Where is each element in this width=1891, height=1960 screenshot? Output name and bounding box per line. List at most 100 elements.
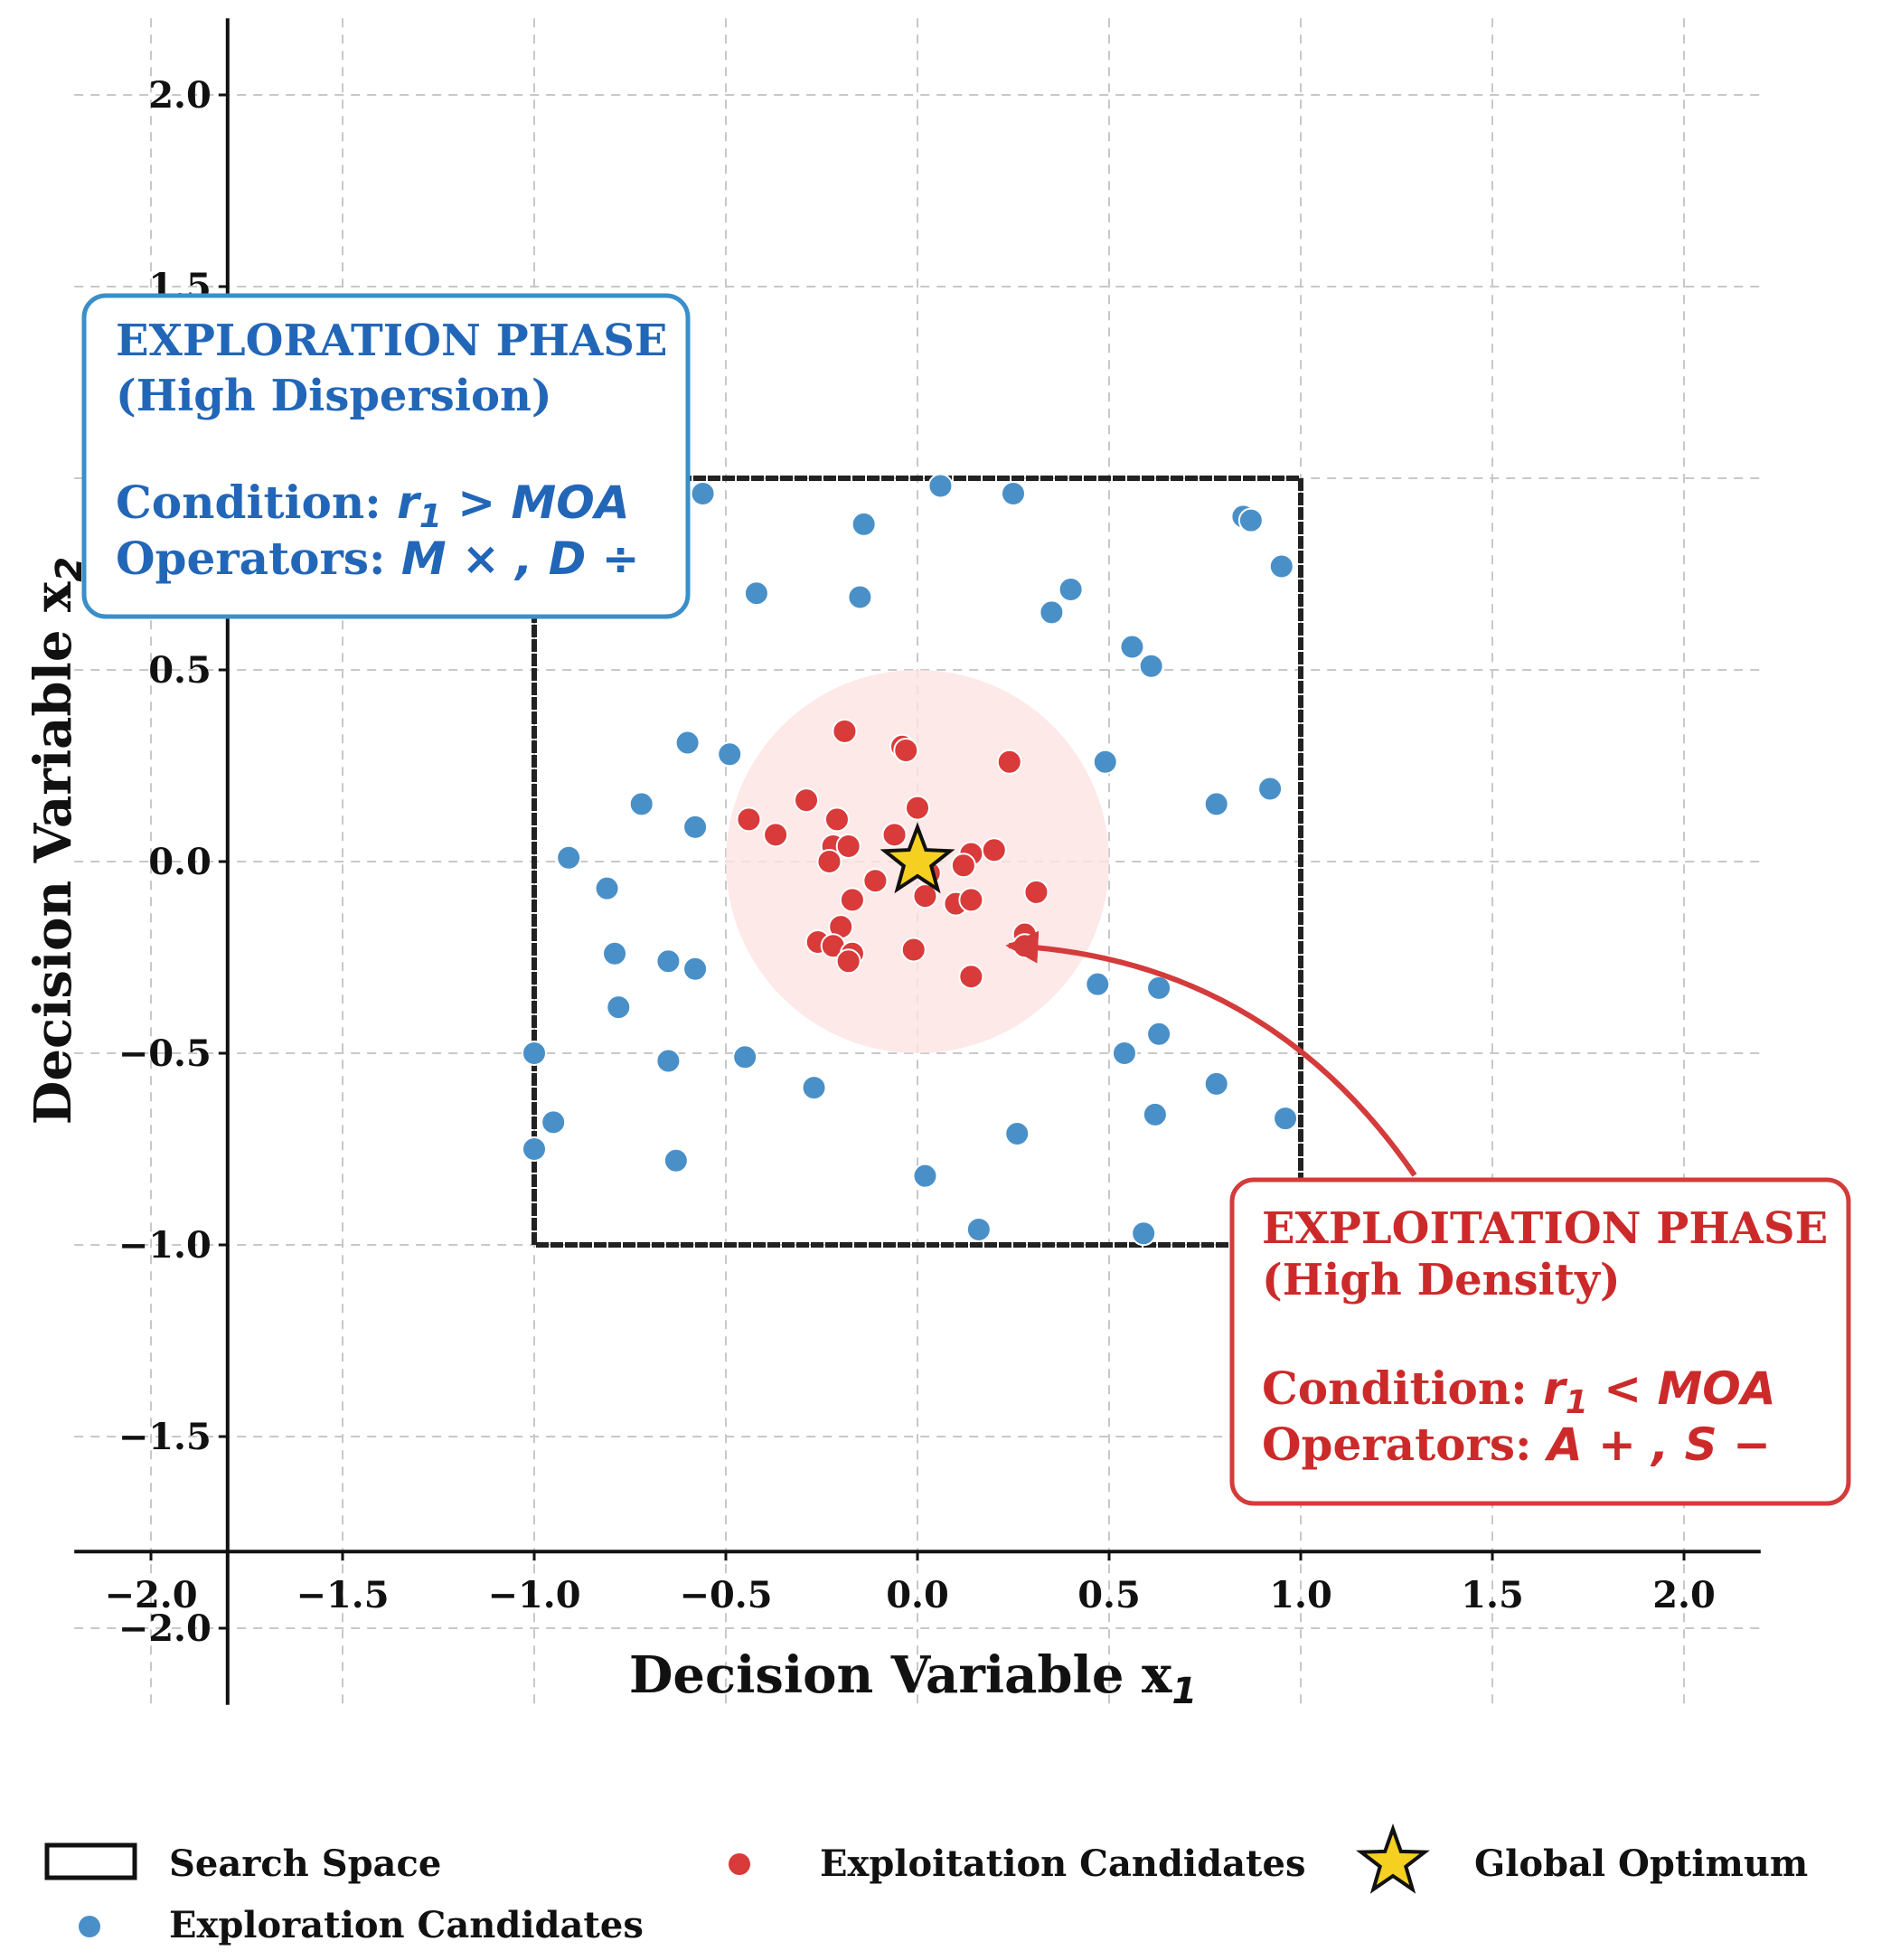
exploitation-arrow [1005, 930, 1417, 1177]
exploitation-point [900, 937, 927, 963]
legend-search-space-label: Search Space [169, 1842, 441, 1885]
exploration-point [1058, 576, 1084, 602]
exploitation-title: EXPLOITATION PHASE [1262, 1203, 1828, 1254]
exploration-point [655, 1048, 682, 1074]
exploration-title: EXPLORATION PHASE [116, 316, 668, 366]
exploration-point [851, 511, 877, 537]
exploration-point [682, 956, 709, 982]
exploitation-point [958, 887, 984, 913]
exploitation-point [893, 738, 919, 764]
exploitation-point [862, 868, 889, 894]
x-tick-label: 1.5 [1461, 1574, 1524, 1616]
exploitation-point [950, 853, 976, 879]
exploration-point [556, 844, 582, 871]
exploration-point [690, 480, 716, 506]
legend-exploitation-marker [729, 1853, 750, 1875]
exploration-point [663, 1147, 689, 1173]
exploration-point [1203, 791, 1229, 817]
exploration-point [602, 940, 628, 966]
x-tick-label: −2.0 [104, 1574, 197, 1616]
x-axis-title: Decision Variable x1 [629, 1645, 1197, 1712]
exploitation-condition: Condition: r1 < MOA [1262, 1362, 1776, 1421]
exploitation-condition-rest: < MOA [1588, 1362, 1776, 1415]
exploitation-annotation: EXPLOITATION PHASE (High Density) Condit… [1229, 1177, 1851, 1506]
legend-optimum-label: Global Optimum [1474, 1842, 1808, 1885]
exploration-condition-rest: > MOA [442, 476, 630, 529]
exploration-point [1257, 776, 1284, 802]
x-tick-label: 2.0 [1652, 1574, 1716, 1616]
exploration-point [847, 584, 873, 610]
global-optimum-star [880, 822, 955, 894]
exploitation-operators-expr: A + , S − [1544, 1418, 1771, 1471]
exploration-condition: Condition: r1 > MOA [116, 476, 630, 535]
exploration-point [1119, 634, 1145, 660]
x-tick-label: −0.5 [679, 1574, 772, 1616]
exploration-point [1142, 1101, 1168, 1127]
x-tick-label: 1.0 [1269, 1574, 1332, 1616]
x-tick-label: 0.0 [886, 1574, 949, 1616]
exploitation-point [912, 883, 938, 909]
legend: Search Space Exploitation Candidates Glo… [44, 1823, 1808, 1946]
y-axis-title: Decision Variable x2 [24, 557, 90, 1125]
y-tick-label: 0.0 [148, 841, 212, 883]
legend-search-space-marker [44, 1842, 137, 1880]
exploration-point [522, 1041, 547, 1066]
x-axis-title-text: Decision Variable x [629, 1645, 1172, 1705]
exploration-point [674, 730, 701, 756]
exploration-point [1146, 975, 1172, 1001]
exploitation-subtitle: (High Density) [1262, 1255, 1621, 1305]
y-tick-label: −2.0 [118, 1607, 212, 1650]
exploration-point [1111, 1041, 1137, 1066]
exploitation-condition-var: r [1543, 1362, 1568, 1415]
x-tick-labels: −2.0 −1.5 −1.0 −0.5 0.0 0.5 1.0 1.5 2.0 [104, 1551, 1716, 1616]
exploitation-point [816, 849, 842, 874]
exploration-condition-sub: 1 [419, 498, 442, 535]
exploitation-point [1023, 879, 1049, 905]
exploration-point [1004, 1121, 1030, 1147]
exploitation-point [881, 822, 908, 848]
exploration-condition-var: r [397, 476, 422, 529]
y-tick-label: 0.5 [148, 649, 212, 692]
exploration-point [801, 1075, 827, 1101]
exploration-operators-expr: M × , D ÷ [401, 532, 640, 585]
exploitation-point [794, 787, 820, 814]
exploration-point [628, 791, 654, 817]
exploitation-operators: Operators: A + , S − [1262, 1418, 1771, 1471]
exploration-subtitle: (High Dispersion) [116, 371, 552, 421]
exploitation-point [823, 806, 850, 833]
legend-exploration-marker [79, 1916, 100, 1937]
exploitation-point [736, 806, 762, 833]
exploration-point [732, 1044, 758, 1070]
exploration-point [717, 741, 743, 768]
exploitation-point [996, 749, 1022, 775]
legend-optimum-star [1356, 1823, 1430, 1894]
exploration-annotation: EXPLORATION PHASE (High Dispersion) Cond… [81, 293, 691, 619]
x-tick-label: 0.5 [1077, 1574, 1141, 1616]
exploration-point [1203, 1070, 1229, 1097]
exploration-point [965, 1217, 992, 1243]
y-axis-title-text: Decision Variable x [24, 581, 83, 1125]
x-tick-label: −1.5 [296, 1574, 389, 1616]
exploration-operators-label: Operators: [116, 532, 401, 585]
legend-exploration-label: Exploration Candidates [169, 1904, 644, 1946]
exploration-point [1138, 653, 1164, 679]
y-tick-label: −1.5 [118, 1416, 212, 1458]
exploration-point [594, 875, 620, 901]
x-tick-label: −1.0 [487, 1574, 580, 1616]
exploration-point [1092, 749, 1118, 775]
exploration-point [1001, 480, 1026, 506]
exploration-point [655, 948, 682, 975]
exploration-point [743, 580, 769, 607]
y-tick-label: 2.0 [148, 74, 212, 117]
exploration-point [1146, 1021, 1172, 1047]
exploitation-operators-label: Operators: [1262, 1418, 1548, 1471]
y-tick-label: −0.5 [118, 1032, 212, 1075]
y-tick-label: −1.0 [118, 1224, 212, 1267]
exploration-point [1268, 553, 1294, 580]
exploitation-point [763, 822, 789, 848]
exploitation-point [839, 887, 865, 913]
exploration-point [1237, 507, 1264, 533]
exploration-condition-label: Condition: [116, 476, 397, 529]
exploitation-point [835, 948, 861, 975]
